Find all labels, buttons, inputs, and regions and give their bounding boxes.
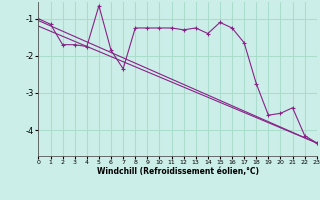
X-axis label: Windchill (Refroidissement éolien,°C): Windchill (Refroidissement éolien,°C) [97,167,259,176]
